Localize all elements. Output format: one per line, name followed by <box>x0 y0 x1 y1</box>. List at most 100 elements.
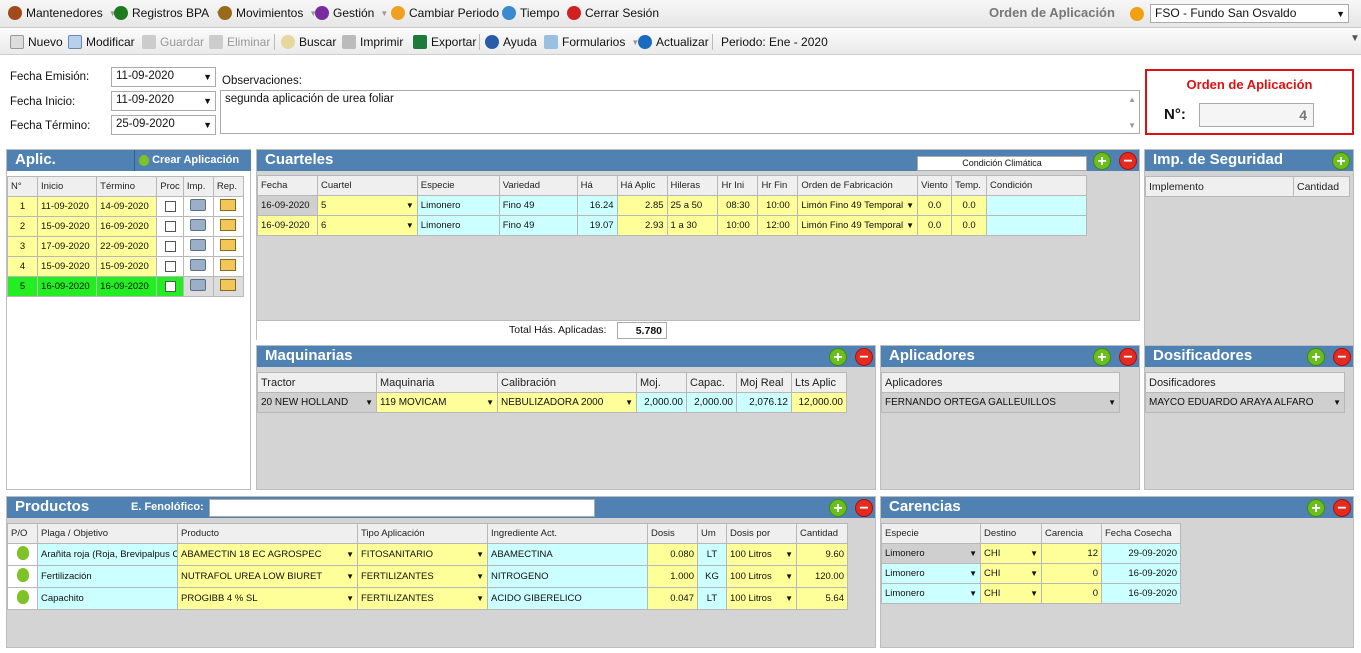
table-row[interactable]: Capachito PROGIBB 4 % SL ▼ FERTILIZANTES ▼… <box>7 587 848 610</box>
destino-select[interactable]: CHI ▼ <box>980 543 1042 564</box>
eliminar-button[interactable]: Eliminar <box>209 35 270 49</box>
proc-checkbox[interactable] <box>156 276 184 297</box>
proc-checkbox[interactable] <box>156 256 184 277</box>
cell-condicion[interactable] <box>986 215 1087 236</box>
table-row[interactable]: Limonero ▼ CHI ▼ 0 16-09-2020 <box>881 583 1181 604</box>
imprimir-row-button[interactable] <box>182 256 214 277</box>
remove-aplicador-button[interactable]: − <box>1119 348 1137 366</box>
tipo-aplicacion-select[interactable]: FERTILIZANTES ▼ <box>357 565 488 588</box>
fenologico-field[interactable] <box>209 499 595 517</box>
cell-dosis[interactable]: 1.000 <box>647 565 698 588</box>
remove-maquinaria-button[interactable]: − <box>855 348 873 366</box>
add-implemento-button[interactable]: + <box>1332 152 1350 170</box>
cell-viento[interactable]: 0.0 <box>917 215 953 236</box>
cell-dosis[interactable]: 0.080 <box>647 543 698 566</box>
producto-select[interactable]: PROGIBB 4 % SL ▼ <box>177 587 358 610</box>
cuartel-select[interactable]: 5 ▼ <box>316 195 418 216</box>
fundo-select[interactable]: FSO - Fundo San Osvaldo ▼ <box>1150 4 1349 23</box>
tipo-aplicacion-select[interactable]: FITOSANITARIO ▼ <box>357 543 488 566</box>
cell-carencia[interactable]: 12 <box>1041 543 1102 564</box>
nuevo-button[interactable]: Nuevo <box>10 35 63 49</box>
remove-dosificador-button[interactable]: − <box>1333 348 1351 366</box>
add-maquinaria-button[interactable]: + <box>829 348 847 366</box>
maquinaria-select[interactable]: 119 MOVICAM ▼ <box>376 392 498 413</box>
cell-po[interactable] <box>7 543 38 566</box>
cell-carencia[interactable]: 0 <box>1041 583 1102 604</box>
imprimir-row-button[interactable] <box>182 236 214 257</box>
add-dosificador-button[interactable]: + <box>1307 348 1325 366</box>
orden-fabricacion-select[interactable]: Limón Fino 49 Temporal ▼ <box>797 195 919 216</box>
table-row[interactable]: 2 15-09-2020 16-09-2020 <box>6 216 245 237</box>
table-row[interactable]: Arañita roja (Roja, Brevipalpus Ch ABAME… <box>7 543 848 566</box>
add-producto-button[interactable]: + <box>829 499 847 517</box>
cell-hr-ini[interactable]: 10:00 <box>717 215 759 236</box>
fecha-emision-field[interactable]: 11-09-2020 ▼ <box>111 67 216 87</box>
table-row[interactable]: MAYCO EDUARDO ARAYA ALFARO ▼ <box>1145 392 1345 413</box>
producto-select[interactable]: NUTRAFOL UREA LOW BIURET ▼ <box>177 565 358 588</box>
dosis-por-select[interactable]: 100 Litros ▼ <box>726 587 797 610</box>
cell-ha-aplic[interactable]: 2.85 <box>616 195 668 216</box>
reporte-row-button[interactable] <box>212 256 245 277</box>
cell-hileras[interactable]: 1 a 30 <box>666 215 719 236</box>
reporte-row-button[interactable] <box>212 236 245 257</box>
buscar-button[interactable]: Buscar <box>281 35 336 49</box>
reporte-row-button[interactable] <box>212 276 245 297</box>
cell-temp[interactable]: 0.0 <box>951 195 988 216</box>
imprimir-row-button[interactable] <box>182 216 214 237</box>
producto-select[interactable]: ABAMECTIN 18 EC AGROSPEC ▼ <box>177 543 358 566</box>
table-row[interactable]: 4 15-09-2020 15-09-2020 <box>6 256 245 277</box>
imprimir-row-button[interactable] <box>182 276 214 297</box>
scroll-down-icon[interactable]: ▼ <box>1128 121 1136 130</box>
menu-tiempo[interactable]: Tiempo <box>502 6 560 20</box>
fecha-termino-field[interactable]: 25-09-2020 ▼ <box>111 115 216 135</box>
table-row-selected[interactable]: 5 16-09-2020 16-09-2020 <box>6 276 245 297</box>
especie-select[interactable]: Limonero ▼ <box>881 543 981 564</box>
guardar-button[interactable]: Guardar <box>142 35 204 49</box>
cell-hr-ini[interactable]: 08:30 <box>717 195 759 216</box>
dosis-por-select[interactable]: 100 Litros ▼ <box>726 543 797 566</box>
ayuda-button[interactable]: Ayuda <box>485 35 537 49</box>
cuartel-select[interactable]: 6 ▼ <box>316 215 418 236</box>
cell-ha-aplic[interactable]: 2.93 <box>616 215 668 236</box>
collapse-icon[interactable]: ▼ <box>1350 33 1360 44</box>
add-aplicador-button[interactable]: + <box>1093 348 1111 366</box>
menu-cambiar-periodo[interactable]: Cambiar Periodo <box>391 6 499 20</box>
menu-registros-bpa[interactable]: Registros BPA▼ <box>114 6 223 20</box>
actualizar-button[interactable]: Actualizar <box>638 35 709 49</box>
table-row[interactable]: Limonero ▼ CHI ▼ 0 16-09-2020 <box>881 563 1181 584</box>
table-row[interactable]: 20 NEW HOLLAND ▼ 119 MOVICAM ▼ NEBULIZADOR… <box>257 392 847 413</box>
cell-hr-fin[interactable]: 12:00 <box>757 215 799 236</box>
tipo-aplicacion-select[interactable]: FERTILIZANTES ▼ <box>357 587 488 610</box>
observaciones-field[interactable]: segunda aplicación de urea foliar ▲ ▼ <box>220 90 1140 134</box>
add-carencia-button[interactable]: + <box>1307 499 1325 517</box>
tractor-select[interactable]: 20 NEW HOLLAND ▼ <box>257 392 377 413</box>
proc-checkbox[interactable] <box>156 236 184 257</box>
especie-select[interactable]: Limonero ▼ <box>881 563 981 584</box>
cell-temp[interactable]: 0.0 <box>951 215 988 236</box>
destino-select[interactable]: CHI ▼ <box>980 583 1042 604</box>
table-row[interactable]: 16-09-2020 5 ▼ Limonero Fino 49 16.24 2.8… <box>257 195 1087 216</box>
table-row[interactable]: 16-09-2020 6 ▼ Limonero Fino 49 19.07 2.9… <box>257 215 1087 236</box>
remove-cuartel-button[interactable]: − <box>1119 152 1137 170</box>
dosificador-select[interactable]: MAYCO EDUARDO ARAYA ALFARO ▼ <box>1145 392 1345 413</box>
especie-select[interactable]: Limonero ▼ <box>881 583 981 604</box>
proc-checkbox[interactable] <box>156 216 184 237</box>
menu-gestion[interactable]: Gestión ▼ <box>315 6 388 20</box>
crear-aplicacion-button[interactable]: Crear Aplicación <box>134 150 251 171</box>
destino-select[interactable]: CHI ▼ <box>980 563 1042 584</box>
table-row[interactable]: Fertilización NUTRAFOL UREA LOW BIURET ▼ … <box>7 565 848 588</box>
exportar-button[interactable]: Exportar <box>413 35 476 49</box>
dosis-por-select[interactable]: 100 Litros ▼ <box>726 565 797 588</box>
imprimir-row-button[interactable] <box>182 196 214 217</box>
modificar-button[interactable]: Modificar <box>68 35 135 49</box>
calibracion-select[interactable]: NEBULIZADORA 2000 ▼ <box>497 392 637 413</box>
reporte-row-button[interactable] <box>212 216 245 237</box>
menu-movimientos[interactable]: Movimientos ▼ <box>218 6 317 20</box>
orden-fabricacion-select[interactable]: Limón Fino 49 Temporal ▼ <box>797 215 919 236</box>
cell-lts-aplic[interactable]: 12,000.00 <box>791 392 847 413</box>
table-row[interactable]: 3 17-09-2020 22-09-2020 <box>6 236 245 257</box>
reporte-row-button[interactable] <box>212 196 245 217</box>
cell-hr-fin[interactable]: 10:00 <box>757 195 799 216</box>
cell-po[interactable] <box>7 565 38 588</box>
formularios-button[interactable]: Formularios ▼ <box>544 35 639 49</box>
